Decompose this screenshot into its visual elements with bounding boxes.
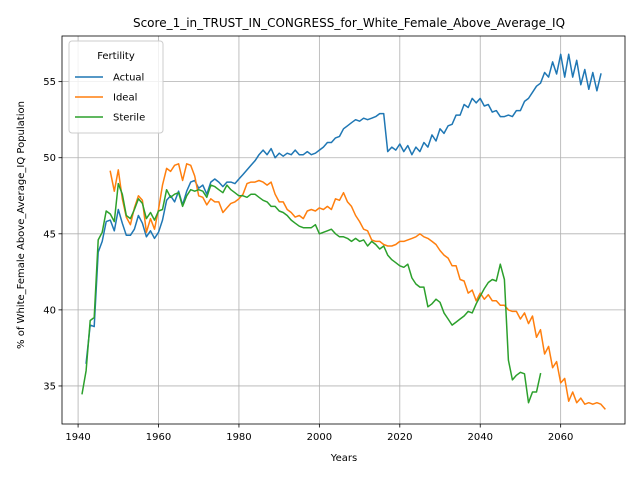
x-axis-label: Years [330, 453, 357, 464]
series-line-ideal [109, 163, 606, 410]
legend-title: Fertility [97, 51, 135, 62]
y-tick-label: 55 [43, 77, 56, 88]
x-tick-label: 1960 [146, 432, 171, 443]
y-tick-label: 35 [43, 381, 56, 392]
legend: Fertility Actual Ideal Sterile [68, 40, 164, 134]
chart-title: Score_1_in_TRUST_IN_CONGRESS_for_White_F… [133, 16, 565, 30]
x-tick-label: 2000 [307, 432, 332, 443]
x-tick-label: 1940 [65, 432, 90, 443]
x-tick-label: 2060 [548, 432, 573, 443]
y-tick-label: 50 [43, 153, 56, 164]
series-lines [81, 53, 606, 410]
legend-label-sterile: Sterile [113, 113, 145, 124]
x-tick-label: 2040 [468, 432, 493, 443]
x-tick-label: 1980 [226, 432, 251, 443]
legend-items: Actual Ideal Sterile [75, 73, 145, 124]
y-tick-label: 40 [43, 305, 56, 316]
series-line-actual [85, 53, 602, 364]
plot-frame [61, 35, 626, 425]
legend-label-actual: Actual [113, 73, 144, 84]
y-tick-label: 45 [43, 229, 56, 240]
x-axis-ticks: 1940 1960 1980 2000 2020 2040 2060 [65, 424, 573, 443]
series-line-sterile [81, 182, 542, 404]
x-tick-label: 2020 [387, 432, 412, 443]
legend-frame [68, 40, 164, 134]
y-axis-label: % of White_Female Above_Average_IQ Popul… [16, 101, 27, 349]
y-axis-ticks: 35 40 45 50 55 [43, 77, 62, 392]
legend-label-ideal: Ideal [113, 93, 137, 104]
